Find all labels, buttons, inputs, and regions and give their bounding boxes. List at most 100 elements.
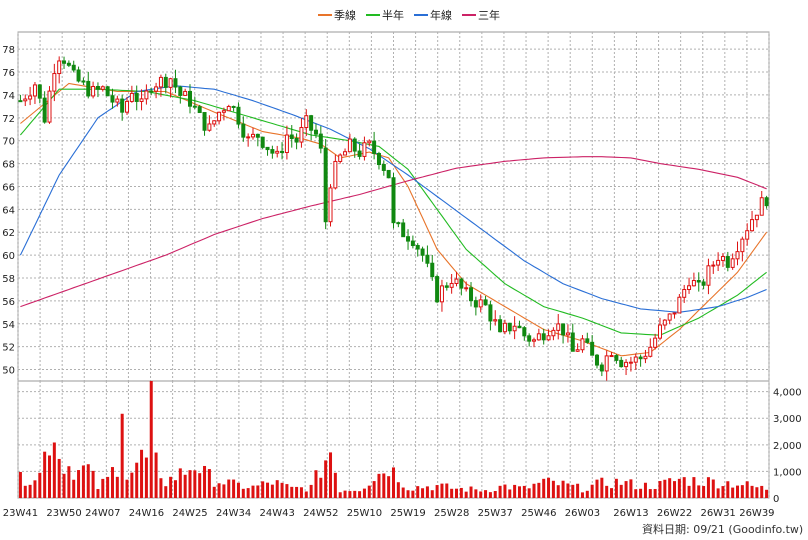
volume-bar: [610, 488, 614, 498]
x-axis-ticks: 23W41 23W50 24W07 24W16 24W25 24W34 24W43 24W52…: [3, 508, 775, 519]
candle-body: [502, 322, 507, 333]
volume-bar: [173, 480, 177, 498]
candle-body: [483, 299, 488, 306]
candle-body: [338, 154, 343, 162]
candle-body: [309, 115, 314, 131]
volume-bar: [605, 485, 609, 498]
volume-bar: [663, 479, 667, 498]
volume-bar: [362, 488, 366, 498]
candle-body: [701, 281, 706, 286]
candle-body: [624, 361, 629, 368]
candle-body: [653, 337, 658, 348]
chart-legend: 季線 半年 年線 三年: [318, 8, 500, 22]
candle-body: [430, 262, 435, 278]
price-tick-label: 64: [2, 205, 15, 216]
candle-body: [532, 339, 537, 342]
volume-bar: [595, 479, 599, 498]
candle-body: [580, 338, 585, 351]
volume-bar: [488, 492, 492, 498]
volume-bar: [464, 491, 468, 498]
candle-body: [275, 150, 280, 154]
candle-body: [401, 222, 406, 238]
candle-body: [585, 338, 590, 343]
volume-bar: [653, 488, 657, 498]
candle-body: [221, 110, 226, 113]
volume-bar: [711, 479, 715, 498]
volume-bar: [716, 488, 720, 498]
candle-body: [469, 287, 474, 302]
candle-body: [236, 106, 241, 125]
volume-bar: [682, 477, 686, 498]
candle-body: [313, 129, 318, 135]
candle-body: [217, 111, 222, 122]
volume-bar: [721, 486, 725, 498]
candle-body: [37, 84, 42, 99]
candle-body: [745, 230, 750, 240]
volume-bar: [367, 485, 371, 498]
volume-bar: [537, 482, 541, 498]
price-tick-label: 52: [2, 343, 15, 354]
volume-bar: [343, 490, 347, 498]
candle-body: [333, 160, 338, 189]
candle-body: [318, 133, 323, 149]
volume-bar: [765, 489, 769, 498]
candle-body: [420, 248, 425, 256]
candle-body: [391, 177, 396, 224]
volume-bar: [668, 478, 672, 498]
volume-bar: [290, 486, 294, 498]
volume-bar: [43, 451, 47, 498]
candle-body: [105, 86, 110, 97]
price-tick-label: 54: [2, 320, 15, 331]
candle-body: [691, 280, 696, 287]
volume-bar: [658, 481, 662, 498]
x-tick-label: 23W50: [46, 508, 81, 519]
candle-body: [628, 361, 633, 364]
candle-body: [163, 76, 168, 88]
candle-body: [144, 90, 149, 100]
volume-bar: [416, 486, 420, 498]
candle-body: [192, 105, 197, 108]
candle-body: [740, 238, 745, 253]
candle-body: [115, 98, 120, 103]
volume-bar: [493, 491, 497, 498]
candle-body: [406, 236, 411, 242]
volume-bar: [47, 455, 51, 498]
candle-body: [241, 123, 246, 138]
volume-bar: [140, 449, 144, 498]
candle-body: [638, 356, 643, 360]
volume-bar: [256, 485, 260, 498]
volume-bar: [677, 478, 681, 498]
volume-bar: [358, 491, 362, 498]
volume-bar: [532, 483, 536, 498]
candle-body: [352, 138, 357, 152]
volume-tick-label: 0: [773, 494, 779, 505]
candle-body: [764, 197, 769, 207]
volume-bar: [275, 480, 279, 498]
volume-bar: [474, 489, 478, 498]
volume-bar: [251, 485, 255, 498]
candle-body: [435, 276, 440, 303]
price-tick-label: 76: [2, 68, 15, 79]
legend-label-3: 三年: [478, 8, 500, 22]
volume-bar: [227, 479, 231, 498]
candle-body: [396, 222, 401, 225]
candle-body: [231, 105, 236, 108]
candle-body: [444, 285, 449, 288]
candle-body: [328, 187, 333, 223]
candle-body: [125, 100, 130, 113]
volume-bar: [77, 470, 81, 498]
volume-bar: [154, 452, 158, 498]
volume-bar: [745, 481, 749, 498]
candle-body: [720, 256, 725, 261]
volume-bar: [198, 473, 202, 498]
volume-bar: [561, 480, 565, 498]
candle-body: [425, 254, 430, 264]
candle-body: [488, 304, 493, 322]
price-grid: [17, 32, 770, 381]
candle-body: [498, 319, 503, 333]
candle-body: [648, 346, 653, 357]
x-tick-label: 26W03: [565, 508, 600, 519]
volume-bar: [430, 490, 434, 498]
volume-bar: [702, 486, 706, 498]
candle-body: [154, 86, 159, 92]
